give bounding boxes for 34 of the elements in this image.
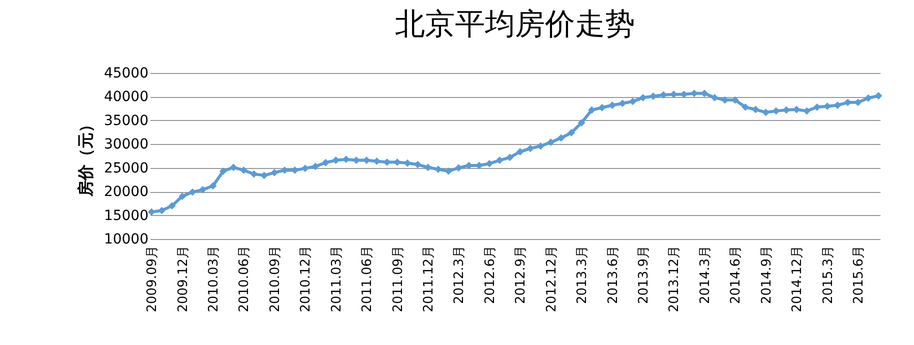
x-tick-label: 2015.3月 xyxy=(820,246,836,304)
x-tick-label: 2013.3月 xyxy=(575,246,590,304)
x-tick-label: 2011.03月 xyxy=(329,246,344,312)
x-tick-label: 2013.6月 xyxy=(606,246,621,304)
y-tick-label: 10000 xyxy=(104,232,148,248)
y-tick-label: 25000 xyxy=(104,160,148,176)
x-tick-label: 2014.6月 xyxy=(728,246,744,304)
y-tick-label: 30000 xyxy=(104,136,148,153)
x-tick-label: 2010.12月 xyxy=(298,246,314,312)
x-tick-label: 2014.12月 xyxy=(790,246,806,312)
y-tick-label: 20000 xyxy=(104,184,148,200)
x-tick-label: 2010.09月 xyxy=(268,246,283,312)
x-tick-label: 2012.3月 xyxy=(452,246,468,304)
y-axis-title: 房价（元） xyxy=(76,116,95,198)
x-tick-label: 2014.9月 xyxy=(759,246,774,304)
y-tick-label: 45000 xyxy=(104,66,148,82)
chart-title: 北京平均房价走势 xyxy=(395,7,635,42)
y-tick-label: 40000 xyxy=(104,89,148,106)
x-tick-label: 2011.06月 xyxy=(360,246,376,312)
y-tick-label: 35000 xyxy=(104,112,148,129)
x-tick-label: 2011.12月 xyxy=(421,246,436,312)
x-tick-label: 2010.06月 xyxy=(237,246,252,312)
x-tick-label: 2010.03月 xyxy=(206,246,222,312)
x-tick-label: 2013.9月 xyxy=(636,246,652,304)
x-tick-label: 2012.9月 xyxy=(514,246,529,304)
x-tick-label: 2015.6月 xyxy=(851,246,866,304)
x-tick-label: 2009.12月 xyxy=(176,246,191,312)
x-tick-label: 2014.3月 xyxy=(698,246,713,304)
x-tick-label: 2013.12月 xyxy=(667,246,682,312)
x-tick-label: 2012.6月 xyxy=(482,246,498,304)
x-tick-label: 2012.12月 xyxy=(544,246,560,312)
x-tick-label: 2009.09月 xyxy=(145,246,160,312)
y-tick-label: 15000 xyxy=(104,208,148,224)
x-tick-label: 2011.09月 xyxy=(390,246,406,312)
